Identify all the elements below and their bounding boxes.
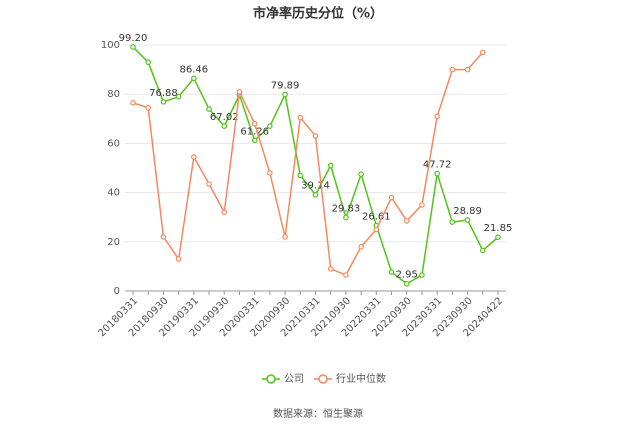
- point: [130, 100, 136, 106]
- point: [206, 181, 212, 187]
- point: [358, 171, 364, 177]
- point: [206, 106, 212, 112]
- y-tick-label: 100: [101, 40, 120, 51]
- data-label: 79.89: [271, 80, 300, 91]
- point: [327, 162, 334, 169]
- point: [373, 226, 380, 233]
- point: [145, 104, 152, 111]
- point: [434, 170, 440, 177]
- data-label: 99.20: [119, 33, 148, 44]
- y-tick-label: 20: [107, 237, 120, 248]
- point: [403, 280, 410, 287]
- point: [160, 99, 167, 105]
- point: [358, 243, 364, 250]
- point: [312, 191, 319, 198]
- point: [464, 66, 471, 73]
- point: [449, 66, 456, 73]
- data-label: 39.14: [301, 181, 330, 192]
- point: [479, 247, 486, 254]
- point: [479, 49, 486, 56]
- series-line: [132, 51, 484, 276]
- point: [175, 93, 182, 100]
- point: [221, 209, 228, 216]
- point: [449, 219, 456, 225]
- point: [297, 114, 304, 121]
- point: [343, 272, 349, 278]
- data-label: 76.88: [149, 88, 178, 99]
- point: [191, 75, 197, 82]
- data-label: 21.85: [484, 223, 513, 234]
- point: [495, 234, 501, 241]
- point: [145, 59, 152, 66]
- point: [464, 217, 471, 223]
- y-tick-label: 80: [107, 89, 120, 100]
- y-tick-label: 40: [107, 188, 120, 199]
- point: [343, 214, 349, 221]
- point: [403, 218, 410, 224]
- data-label: 2.95: [396, 270, 418, 281]
- data-label: 61.26: [240, 126, 269, 137]
- point: [282, 234, 288, 240]
- legend-label: 公司: [284, 374, 304, 385]
- point: [434, 113, 440, 120]
- data-label: 26.61: [362, 212, 391, 223]
- point: [297, 172, 304, 179]
- legend-marker: [266, 374, 276, 384]
- data-label: 47.72: [423, 160, 452, 171]
- point: [160, 234, 167, 240]
- point: [388, 194, 395, 201]
- point: [267, 170, 273, 176]
- point: [327, 266, 334, 272]
- point: [251, 137, 258, 144]
- point: [419, 272, 425, 278]
- point: [236, 88, 243, 95]
- legend-marker: [318, 374, 328, 384]
- source: 数据来源：恒生聚源: [273, 407, 363, 420]
- point: [191, 154, 197, 160]
- point: [221, 123, 228, 129]
- data-label: 28.89: [453, 206, 482, 217]
- data-label: 67.02: [210, 112, 239, 123]
- point: [312, 133, 319, 139]
- data-label: 29.83: [332, 204, 361, 215]
- y-tick-label: 0: [114, 286, 120, 297]
- point: [419, 202, 425, 208]
- point: [175, 256, 182, 262]
- legend-label: 行业中位数: [336, 372, 386, 385]
- data-label: 86.46: [180, 64, 209, 75]
- chart-title: 市净率历史分位（%）: [253, 6, 383, 22]
- point: [388, 269, 395, 275]
- point: [267, 123, 273, 129]
- point: [282, 91, 288, 98]
- point: [130, 44, 136, 50]
- point: [251, 120, 258, 127]
- y-tick-label: 60: [107, 138, 120, 149]
